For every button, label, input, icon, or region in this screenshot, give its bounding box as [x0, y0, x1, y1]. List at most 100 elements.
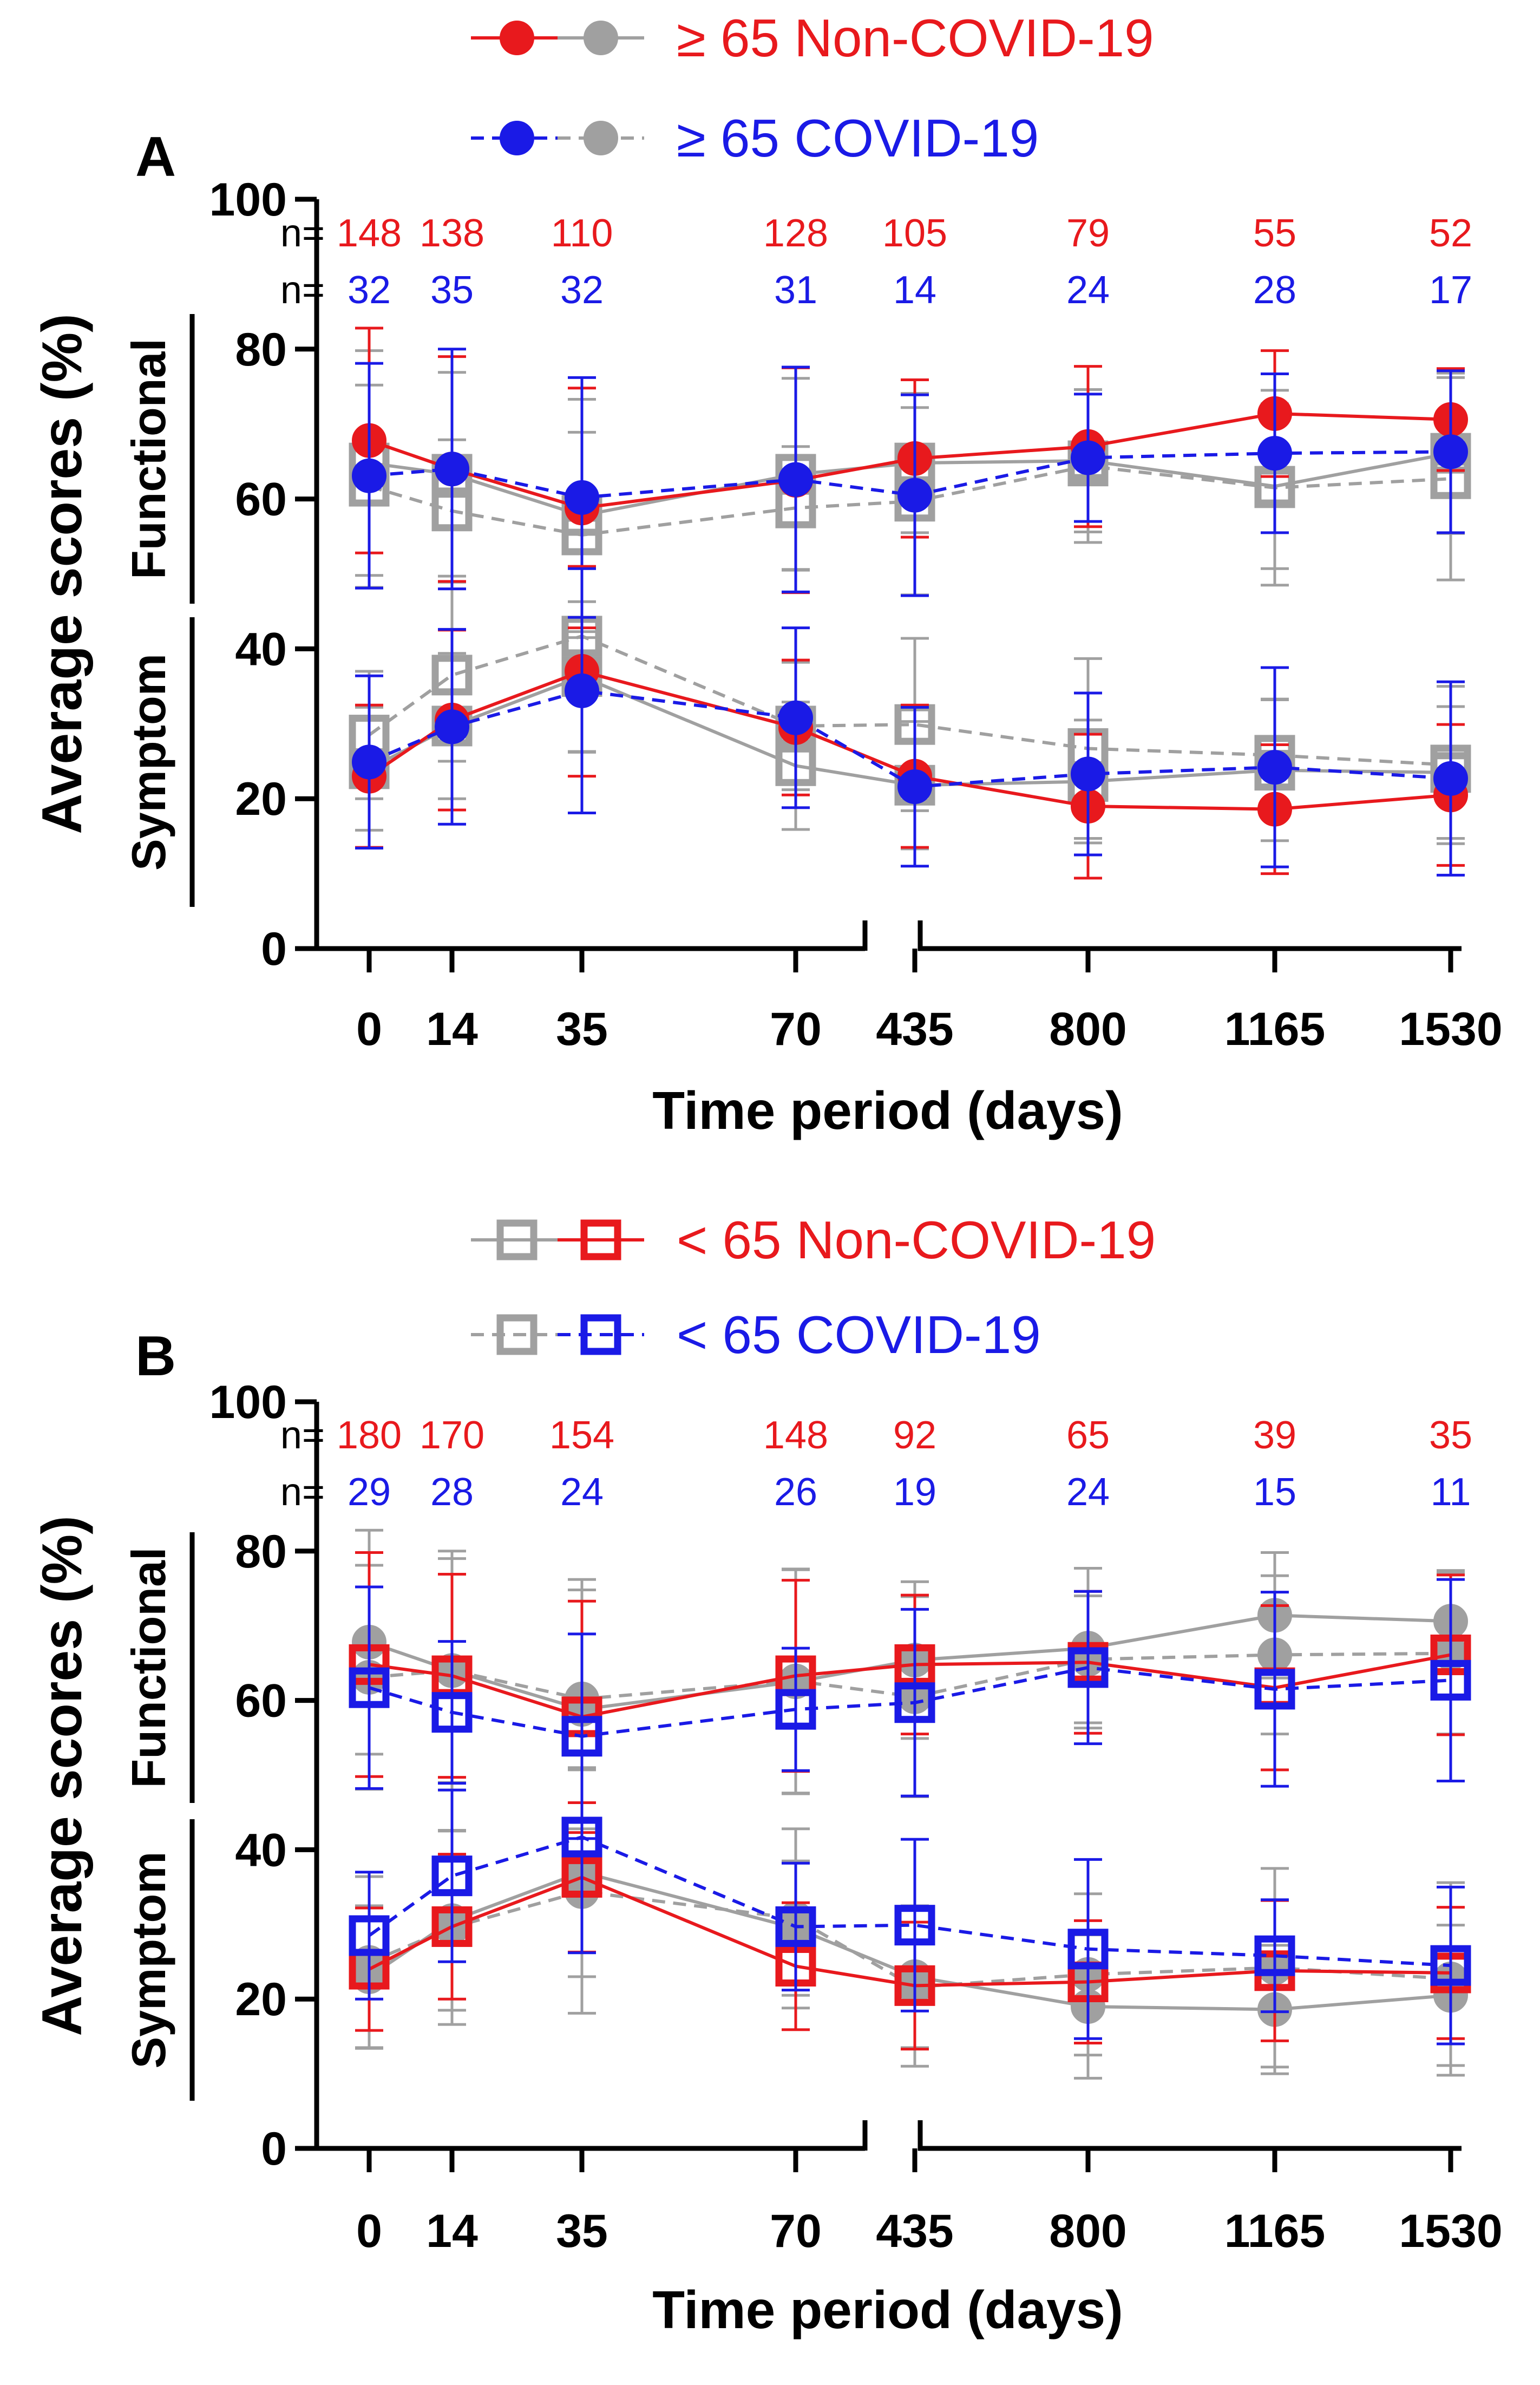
y-tick-label: 20: [235, 1974, 287, 2025]
series-line: [368, 689, 1451, 789]
y-tick-label: 60: [235, 474, 287, 526]
series-line: [369, 411, 1451, 510]
x-tick-label: 435: [876, 2205, 954, 2257]
n-count: 29: [348, 1471, 391, 1514]
series-line: [368, 1890, 1451, 1989]
series-line: [369, 450, 1451, 499]
legend-label: < 65 COVID-19: [677, 1305, 1041, 1364]
data-point: [1254, 1935, 1295, 1976]
data-point: [1430, 1659, 1471, 1701]
data-point: [1433, 761, 1468, 796]
n-count: 24: [1066, 269, 1110, 312]
y-axis-title: Average scores (%): [31, 1515, 94, 2036]
legend-marker: [580, 1314, 621, 1355]
series: [352, 348, 1468, 619]
n-count: 65: [1066, 1414, 1110, 1457]
x-tick-label: 14: [426, 2205, 478, 2257]
panel-letter: A: [135, 126, 176, 188]
y-tick-label: 0: [261, 923, 287, 975]
data-point: [1071, 440, 1105, 475]
data-point: [349, 1667, 390, 1708]
n-count: 19: [893, 1471, 936, 1514]
series-line: [369, 1653, 1451, 1719]
group-label-functional: Functional: [122, 1547, 175, 1788]
n-row-label: n=: [280, 269, 325, 312]
data-point: [1067, 1647, 1109, 1688]
n-count: 92: [893, 1414, 936, 1457]
n-count: 52: [1429, 212, 1472, 255]
n-count: 105: [882, 212, 947, 255]
data-point: [1067, 1929, 1109, 1970]
data-point: [778, 700, 813, 735]
y-tick-label: 80: [235, 1526, 287, 1578]
panel-B: < 65 Non-COVID-19 < 65 COVID-19 B 0 20 40 60 80…: [31, 1210, 1503, 2340]
n-count: 154: [549, 1414, 614, 1457]
legend-marker: [496, 1219, 538, 1260]
x-tick-label: 0: [356, 2205, 382, 2257]
y-tick-label: 40: [235, 1824, 287, 1876]
n-count: 170: [420, 1414, 484, 1457]
n-count: 17: [1429, 269, 1472, 312]
legend-marker: [496, 1314, 538, 1355]
x-tick-label: 800: [1049, 2205, 1127, 2257]
y-tick-label: 100: [209, 174, 287, 226]
n-count: 110: [551, 212, 613, 255]
n-count: 32: [560, 269, 604, 312]
y-tick-label: 80: [235, 324, 287, 376]
data-point: [565, 480, 599, 515]
data-point: [1071, 756, 1105, 792]
legend-entry: ≥ 65 Non-COVID-19: [471, 8, 1154, 68]
n-count: 128: [763, 212, 828, 255]
series-line: [369, 1665, 1451, 1738]
n-count: 35: [430, 269, 474, 312]
panel-letter: B: [135, 1325, 176, 1388]
series-line: [368, 1876, 1451, 1988]
x-tick-label: 435: [876, 1003, 954, 1055]
x-tick-label: 1530: [1399, 2205, 1502, 2257]
n-count: 55: [1253, 212, 1296, 255]
n-count: 11: [1431, 1471, 1471, 1514]
data-point: [349, 1915, 390, 1956]
y-tick-label: 0: [261, 2123, 287, 2175]
group-label-symptom: Symptom: [122, 654, 175, 871]
data-point: [431, 1855, 473, 1897]
x-axis-title: Time period (days): [652, 1081, 1123, 1140]
data-point: [352, 744, 386, 780]
x-tick-label: 35: [556, 1003, 608, 1055]
n-count: 15: [1253, 1471, 1296, 1514]
legend-label: < 65 Non-COVID-19: [677, 1210, 1156, 1270]
legend-marker: [500, 121, 534, 155]
x-tick-label: 35: [556, 2205, 608, 2257]
data-point: [435, 452, 469, 487]
x-tick-label: 1165: [1224, 2205, 1326, 2257]
n-count: 39: [1253, 1414, 1296, 1457]
data-point: [897, 478, 932, 513]
legend-label: ≥ 65 COVID-19: [677, 108, 1039, 168]
group-label-functional: Functional: [122, 338, 175, 579]
panel-A: ≥ 65 Non-COVID-19 ≥ 65 COVID-19 A 0 20 40 60 80…: [31, 8, 1503, 1140]
n-count: 24: [1066, 1471, 1110, 1514]
data-point: [352, 458, 386, 493]
n-count: 148: [337, 212, 402, 255]
series-line: [369, 1651, 1451, 1701]
x-tick-label: 14: [426, 1003, 478, 1055]
legend-marker: [584, 21, 618, 55]
data-point: [1433, 434, 1468, 469]
legend-label: ≥ 65 Non-COVID-19: [677, 8, 1154, 68]
n-count: 24: [560, 1471, 604, 1514]
n-count: 14: [893, 269, 936, 312]
error-bar: [1437, 1578, 1465, 1783]
n-count: 28: [430, 1471, 474, 1514]
data-point: [431, 1692, 473, 1733]
data-point: [1257, 750, 1292, 785]
legend-entry: < 65 Non-COVID-19: [471, 1210, 1156, 1270]
data-point: [775, 1906, 816, 1947]
series-line: [368, 1835, 1451, 1968]
data-point: [894, 1682, 935, 1723]
n-row-label: n=: [280, 212, 325, 255]
y-tick-label: 40: [235, 623, 287, 675]
x-tick-label: 1165: [1224, 1003, 1326, 1055]
data-point: [1430, 1945, 1471, 1986]
x-tick-label: 0: [356, 1003, 382, 1055]
